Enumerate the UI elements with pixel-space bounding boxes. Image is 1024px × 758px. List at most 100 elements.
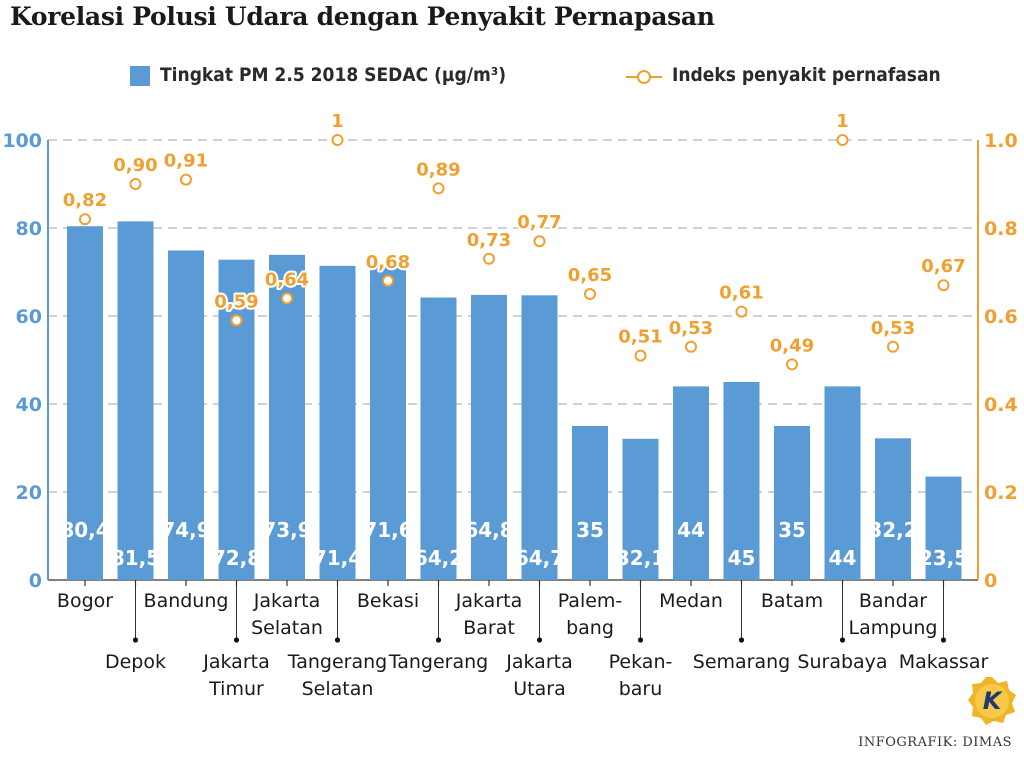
bar (117, 221, 154, 580)
bar (471, 294, 507, 580)
x-category-label: Jakarta Timur (202, 651, 269, 700)
bar-value-label: 64,2 (414, 546, 463, 570)
x-category-label: Jakarta Utara (505, 651, 572, 700)
bar-value-label: 32,1 (616, 546, 665, 570)
x-category-label: Bandung (144, 590, 229, 612)
index-point (129, 178, 142, 190)
y-left-tick-label: 60 (16, 306, 42, 328)
bar-value-label: 73,9 (262, 518, 311, 542)
x-category-label-line: Jakarta (202, 651, 269, 673)
legend-dot-icon (637, 70, 651, 84)
x-category-label-line: Jakarta (505, 651, 572, 673)
y-right-tick-label: 0.4 (984, 394, 1018, 416)
y-right-tick-label: 0.2 (984, 482, 1018, 504)
index-point (836, 134, 849, 146)
legend-bar-label: Tingkat PM 2.5 2018 SEDAC (µg/m³) (160, 64, 507, 86)
bar-value-label: 71,6 (363, 518, 412, 542)
bar-value-label: 32,2 (868, 518, 917, 542)
bar-value-label: 44 (677, 518, 705, 542)
index-label-halo: 0,89 (416, 159, 460, 180)
x-category-label: Depok (105, 651, 166, 673)
bar (774, 426, 810, 580)
x-category-label: Makassar (899, 651, 989, 673)
bar-value-label: 64,7 (515, 546, 564, 570)
index-point (281, 292, 293, 305)
index-label-halo: 0,91 (164, 151, 208, 172)
index-value-label: 0,49 (770, 335, 814, 356)
index-value-label: 0,73 (467, 230, 511, 251)
index-point (230, 314, 243, 327)
bar-value-label: 74,9 (161, 518, 210, 542)
x-category-label-line: bang (566, 617, 614, 639)
index-label-halo: 0,51 (618, 327, 662, 348)
x-category-label-line: Utara (513, 678, 565, 700)
index-label-halo: 0,73 (467, 230, 511, 251)
index-point (634, 349, 647, 362)
bar-value-label: 71,4 (313, 546, 362, 570)
index-label-halo: 0,68 (366, 252, 410, 273)
index-value-label: 0,89 (416, 159, 460, 180)
bar (218, 259, 255, 580)
index-value-label: 0,82 (63, 190, 107, 211)
label-leader-dot (839, 637, 846, 643)
x-category-label-line: Tangerang (388, 651, 488, 673)
index-value-label: 0,90 (113, 155, 157, 176)
index-label-halo: 1 (331, 111, 344, 132)
x-category-label: Medan (659, 590, 723, 612)
x-category-label-line: Tangerang (287, 651, 387, 673)
x-category-label-line: baru (619, 678, 663, 700)
x-category-label: Tangerang (388, 651, 488, 673)
index-value-label: 0,61 (719, 283, 763, 304)
index-point (331, 134, 344, 146)
x-category-label: Batam (761, 590, 823, 612)
y-left-tick-label: 0 (29, 570, 42, 592)
index-value-label: 0,91 (164, 151, 208, 172)
x-category-label: Pekan-baru (609, 651, 673, 700)
x-category-label-line: Pekan- (609, 651, 673, 673)
index-value-label: 0,51 (618, 327, 662, 348)
bar (925, 476, 962, 580)
label-leader-dot (637, 637, 644, 643)
credit-text: INFOGRAFIK: DIMAS (858, 735, 1012, 750)
bar-value-label: 81,5 (111, 546, 160, 570)
index-label-halo: 0,49 (770, 335, 814, 356)
bar (622, 438, 659, 580)
index-value-label: 0,65 (568, 265, 612, 286)
bar (824, 386, 861, 580)
kompas-logo: K (968, 677, 1016, 725)
x-category-label-line: Lampung (849, 617, 938, 639)
index-value-label: 0,64 (265, 269, 309, 290)
index-value-label: 0,67 (921, 256, 965, 277)
x-category-label-line: Bogor (57, 590, 113, 612)
x-category-label: Palem-bang (558, 590, 623, 639)
bar-value-label: 45 (728, 546, 756, 570)
label-leader-dot (738, 637, 745, 643)
bar (521, 295, 558, 580)
bar (723, 382, 760, 580)
index-point (483, 252, 495, 265)
index-label-halo: 0,77 (517, 212, 561, 233)
bar-value-label: 23,5 (919, 546, 968, 570)
index-value-label: 0,59 (214, 291, 258, 312)
index-point (533, 235, 546, 248)
index-label-halo: 0,53 (669, 318, 713, 339)
bar (67, 226, 103, 581)
index-point (887, 340, 899, 353)
label-leader-dot (132, 637, 139, 643)
bar-value-label: 80,4 (60, 518, 109, 542)
index-point (382, 274, 394, 287)
bar-value-label: 72,8 (212, 546, 261, 570)
x-category-label: Bogor (57, 590, 113, 612)
index-label-halo: 0,65 (568, 265, 612, 286)
bar (875, 438, 911, 580)
index-point (786, 358, 798, 371)
bar (420, 297, 457, 580)
index-value-label: 0,53 (669, 318, 713, 339)
x-category-label: Jakarta Selatan (251, 590, 323, 639)
label-leader-dot (435, 637, 442, 643)
y-left-tick-label: 80 (16, 218, 42, 240)
bar (572, 426, 608, 580)
x-category-label-line: Timur (208, 678, 264, 700)
label-leader-dot (233, 637, 240, 643)
x-category-label-line: Palem- (558, 590, 623, 612)
